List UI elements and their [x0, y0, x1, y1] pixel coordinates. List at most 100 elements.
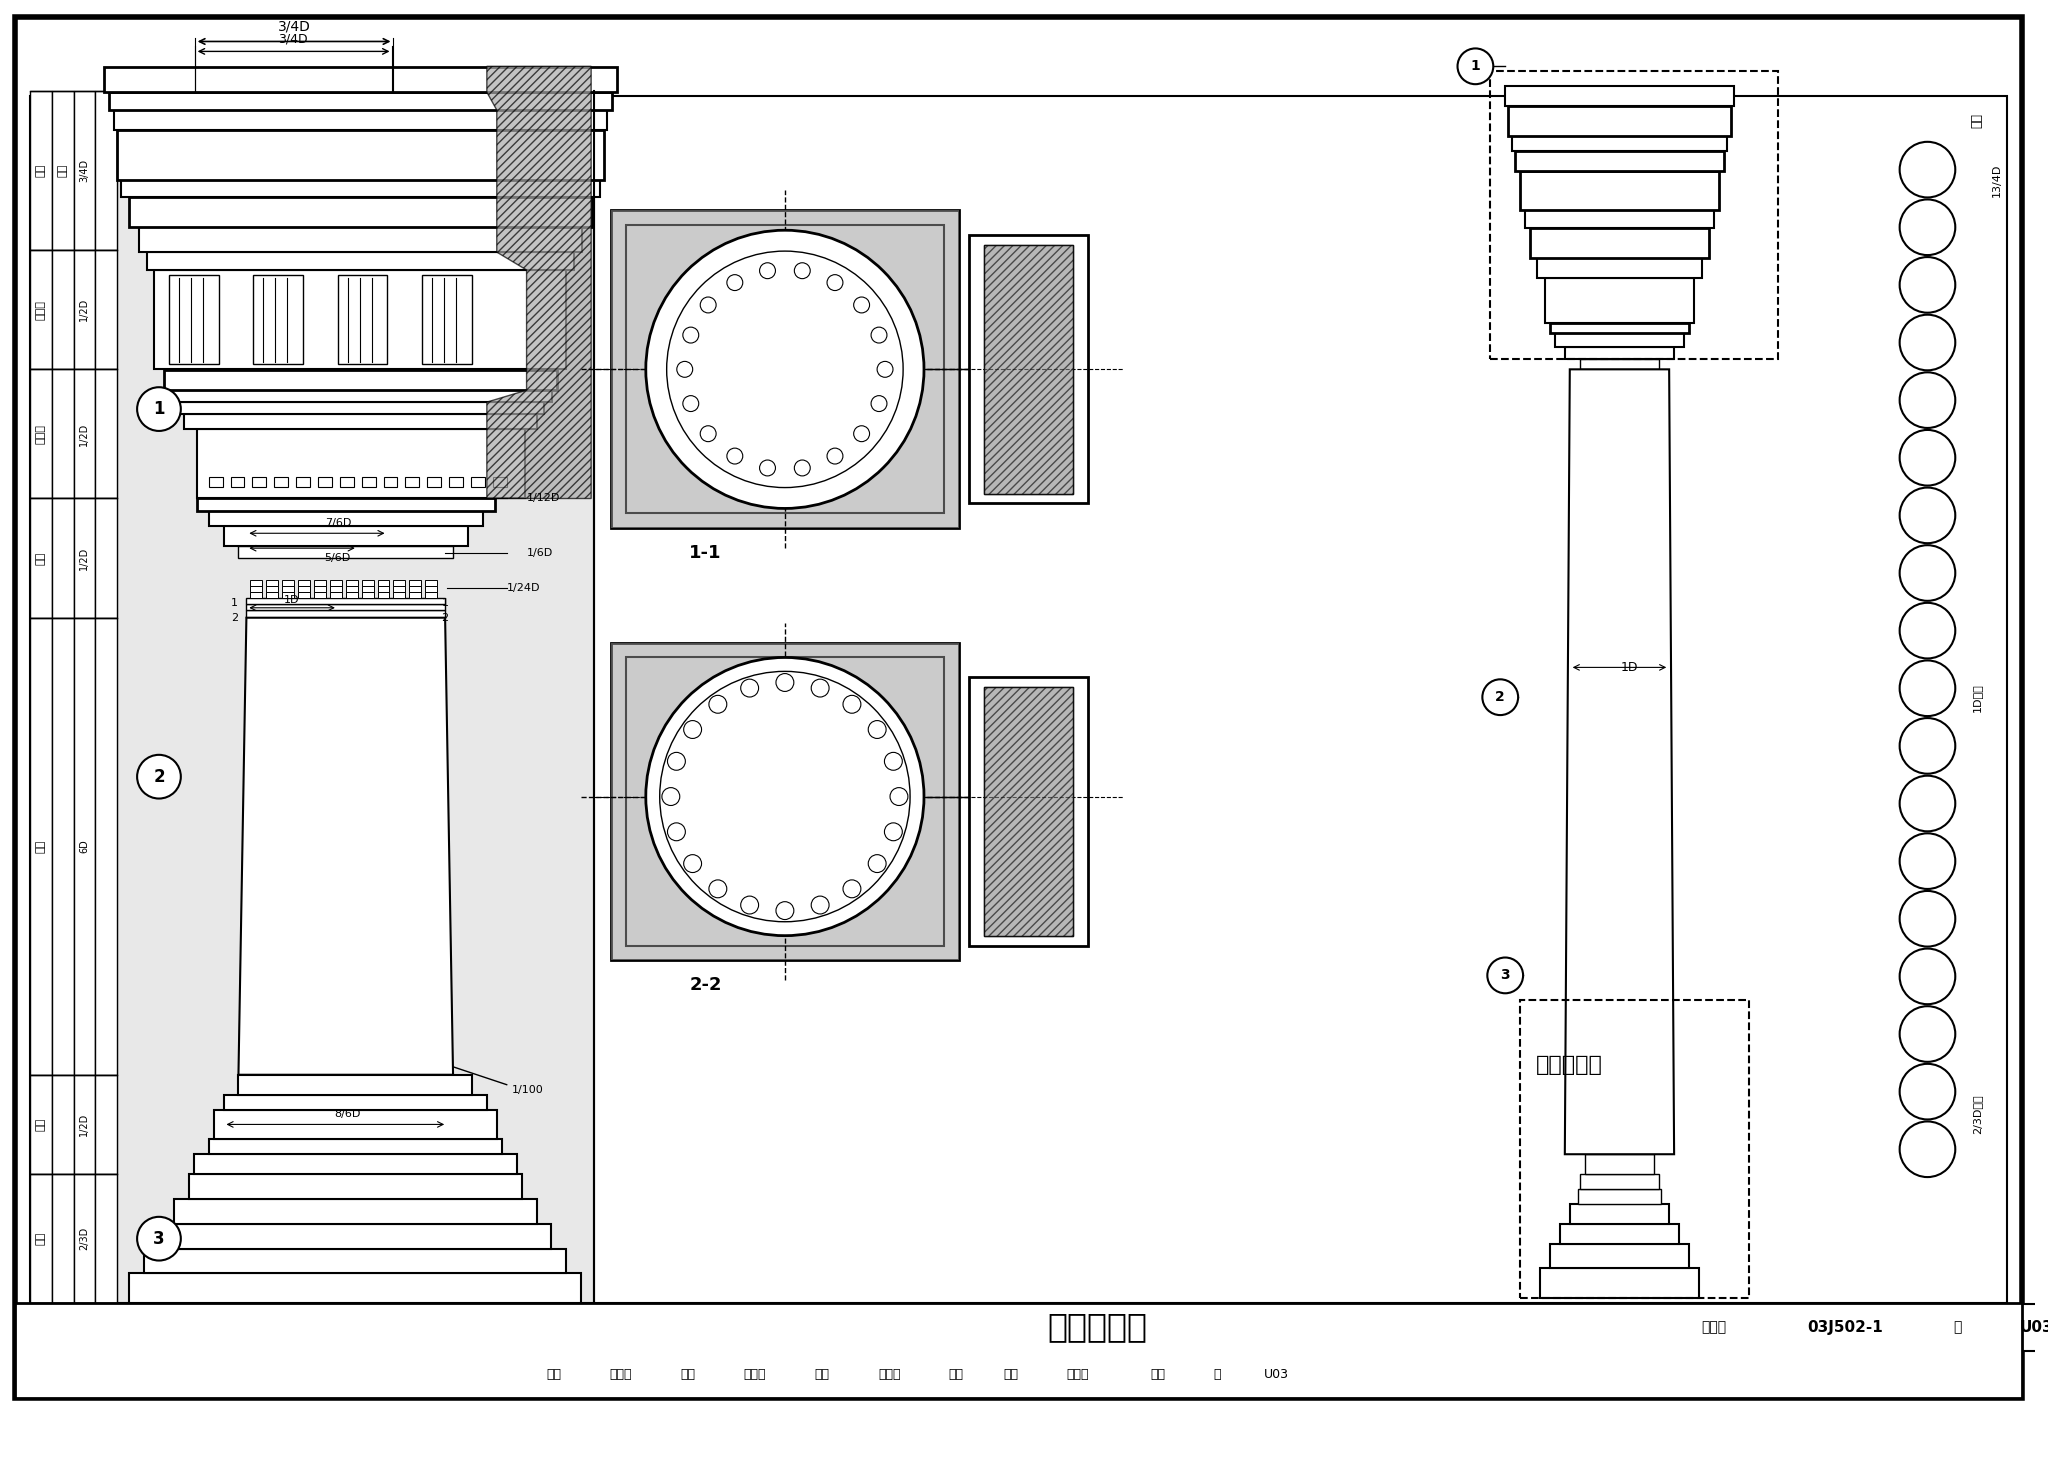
Bar [209, 1139, 502, 1154]
Text: 善建: 善建 [1151, 1368, 1165, 1381]
Bar [362, 476, 375, 487]
Circle shape [741, 679, 758, 696]
Circle shape [870, 328, 887, 342]
Bar [1505, 86, 1735, 106]
Bar [197, 428, 524, 498]
Text: 3/4D: 3/4D [279, 34, 307, 47]
Bar [115, 111, 606, 130]
Text: 校对: 校对 [815, 1368, 829, 1381]
Circle shape [682, 328, 698, 342]
Bar [422, 275, 471, 364]
Bar [96, 369, 117, 498]
Bar [362, 592, 373, 597]
Text: 塔斯干柱式: 塔斯干柱式 [1049, 1311, 1147, 1343]
Bar [795, 1351, 850, 1397]
Bar [426, 586, 436, 592]
Bar [1982, 1304, 2048, 1351]
Circle shape [1901, 315, 1956, 370]
Bar [526, 1351, 582, 1397]
Text: 5/6D: 5/6D [326, 554, 350, 562]
Bar [1526, 210, 1714, 229]
Bar [1579, 360, 1659, 369]
Text: 3/4D: 3/4D [279, 19, 311, 34]
Bar [784, 643, 958, 801]
Bar [393, 580, 406, 586]
Circle shape [659, 672, 909, 922]
Circle shape [1901, 833, 1956, 889]
Bar [31, 96, 2007, 1303]
Bar [117, 92, 594, 1303]
Bar [317, 476, 332, 487]
Bar [266, 592, 279, 597]
Bar [174, 1199, 537, 1224]
Text: 1/6D: 1/6D [526, 548, 553, 558]
Circle shape [700, 297, 717, 313]
Text: 1: 1 [442, 597, 449, 608]
Bar [184, 414, 537, 428]
Text: 1D柱径: 1D柱径 [1972, 683, 1982, 711]
Bar [209, 511, 483, 526]
Bar [346, 580, 358, 586]
Bar [610, 210, 784, 369]
Bar [96, 92, 117, 251]
Circle shape [1487, 957, 1524, 994]
Circle shape [1483, 679, 1518, 715]
Circle shape [684, 721, 702, 739]
Text: 绘人: 绘人 [680, 1368, 696, 1381]
Bar [1198, 1351, 1237, 1397]
Text: 董焕庆: 董焕庆 [1067, 1368, 1090, 1381]
Bar [252, 476, 266, 487]
Text: 2: 2 [154, 768, 164, 785]
Bar [662, 1351, 715, 1397]
Bar [117, 130, 604, 179]
Circle shape [1901, 1122, 1956, 1177]
Bar [1554, 332, 1683, 347]
Bar [1520, 170, 1718, 210]
Bar [164, 370, 557, 390]
Text: 1/100: 1/100 [512, 1084, 543, 1094]
Text: 03J502-1: 03J502-1 [1808, 1320, 1884, 1335]
Bar [160, 1224, 551, 1249]
Circle shape [668, 823, 686, 841]
Bar [393, 586, 406, 592]
Bar [1550, 322, 1690, 332]
Bar [383, 476, 397, 487]
Circle shape [1901, 1064, 1956, 1119]
Bar [213, 1110, 498, 1139]
Bar [31, 618, 51, 1075]
Bar [1544, 278, 1694, 322]
Text: 6D: 6D [80, 839, 90, 854]
Bar [51, 618, 74, 1075]
Text: 1/2D: 1/2D [80, 546, 90, 570]
Bar [139, 227, 582, 252]
Circle shape [682, 396, 698, 411]
Bar [330, 580, 342, 586]
Text: 7/6D: 7/6D [326, 519, 350, 529]
Bar [784, 801, 958, 960]
Text: 颈饰带: 颈饰带 [35, 300, 45, 319]
Bar [96, 1075, 117, 1174]
Text: 柱础: 柱础 [35, 1118, 45, 1131]
Bar [393, 592, 406, 597]
Circle shape [1901, 545, 1956, 600]
Bar [362, 586, 373, 592]
Circle shape [1901, 660, 1956, 715]
Bar [1511, 136, 1726, 150]
Circle shape [645, 230, 924, 508]
Bar [246, 610, 444, 618]
Text: 朱爱霞: 朱爱霞 [879, 1368, 901, 1381]
Bar [31, 251, 51, 369]
Circle shape [137, 1217, 180, 1260]
Bar [610, 369, 784, 529]
Bar [195, 1154, 516, 1174]
Bar [96, 251, 117, 369]
Circle shape [870, 396, 887, 411]
Bar [31, 1174, 51, 1303]
Text: 柱头: 柱头 [35, 552, 45, 565]
Bar [410, 580, 422, 586]
Circle shape [1901, 200, 1956, 255]
Bar [983, 688, 1073, 935]
Bar [983, 1351, 1038, 1397]
Text: 1/2D: 1/2D [80, 1113, 90, 1136]
Circle shape [1901, 430, 1956, 485]
